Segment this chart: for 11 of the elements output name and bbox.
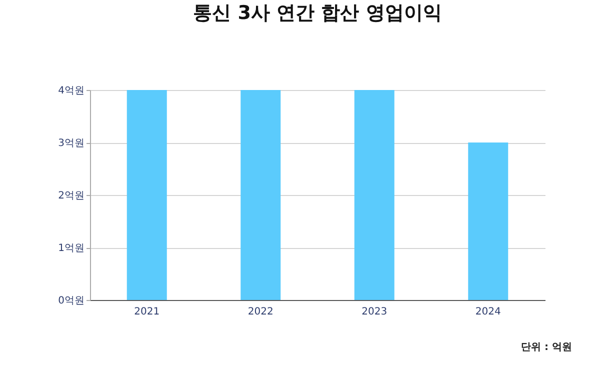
chart-title: 통신 3사 연간 합산 영업이익 (193, 2, 442, 24)
y-tick-label: 4억원 (58, 86, 84, 96)
x-tick-label: 2021 (134, 306, 160, 318)
y-tick-label: 0억원 (58, 296, 84, 306)
text: 단위 : 억원 (521, 341, 572, 354)
y-tick-label: 1억원 (58, 243, 84, 254)
y-tick-label: 3억원 (58, 138, 84, 149)
x-tick-label: 2023 (362, 306, 388, 318)
x-tick-label: 2024 (475, 306, 501, 318)
x-tick-label: 2022 (248, 306, 274, 318)
y-tick-label: 2억원 (58, 190, 84, 202)
